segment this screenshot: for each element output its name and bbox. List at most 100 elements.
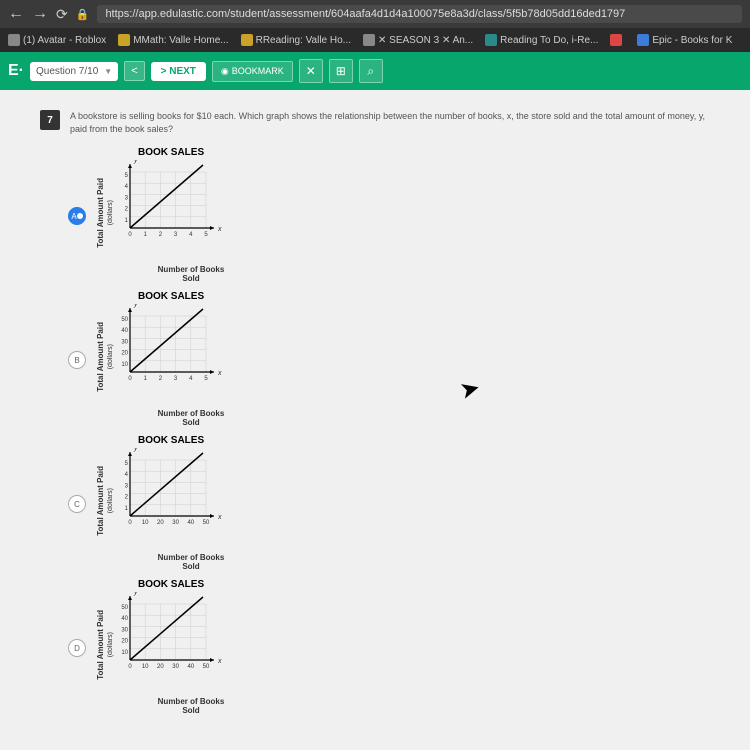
bookmark-item[interactable]: ✕ SEASON 3 ✕ An... (363, 34, 473, 46)
option-radio-d[interactable]: D (68, 639, 86, 657)
y-axis-label: Total Amount Paid (96, 178, 105, 248)
x-axis-sublabel: Sold (134, 562, 248, 571)
y-axis-sublabel: (dollars) (107, 344, 114, 369)
y-axis-label: Total Amount Paid (96, 610, 105, 680)
graph-svg-wrap: 5432101020304050xy (118, 448, 248, 553)
question-label: Question 7/10 (36, 66, 98, 77)
bookmark-label: ✕ SEASON 3 ✕ An... (378, 35, 473, 46)
svg-text:10: 10 (121, 362, 128, 368)
x-axis-sublabel: Sold (134, 418, 248, 427)
bookmark-item[interactable] (610, 34, 625, 46)
app-logo: E· (8, 62, 24, 80)
svg-text:x: x (217, 658, 222, 665)
option-row: BBOOK SALESTotal Amount Paid(dollars)504… (68, 291, 710, 427)
bookmark-favicon-icon (485, 34, 497, 46)
option-radio-b[interactable]: B (68, 351, 86, 369)
svg-text:0: 0 (128, 520, 132, 526)
svg-text:50: 50 (203, 520, 210, 526)
bookmark-label: Epic - Books for K (652, 35, 732, 46)
svg-text:2: 2 (159, 232, 163, 238)
svg-text:20: 20 (157, 520, 164, 526)
svg-text:10: 10 (121, 650, 128, 656)
y-axis-sublabel: (dollars) (107, 200, 114, 225)
bookmark-item[interactable]: MMath: Valle Home... (118, 34, 228, 46)
graph-svg-wrap: 5040302010012345xy (118, 304, 248, 409)
grid-button[interactable]: ⊞ (329, 59, 353, 83)
svg-text:3: 3 (174, 232, 178, 238)
next-button[interactable]: > NEXT (151, 62, 206, 81)
bookmark-button[interactable]: ◉ BOOKMARK (212, 61, 293, 82)
svg-text:20: 20 (121, 351, 128, 357)
graph-area: Total Amount Paid(dollars)54321012345xy (96, 160, 248, 265)
forward-icon[interactable]: → (32, 5, 48, 23)
x-axis-sublabel: Sold (134, 274, 248, 283)
bookmark-label: (1) Avatar - Roblox (23, 35, 106, 46)
svg-text:1: 1 (144, 376, 148, 382)
bookmark-favicon-icon (8, 34, 20, 46)
graph-title: BOOK SALES (138, 579, 248, 590)
svg-text:0: 0 (128, 232, 132, 238)
bookmark-label: Reading To Do, i-Re... (500, 35, 598, 46)
question-row: 7 A bookstore is selling books for $10 e… (40, 110, 710, 135)
graph-svg: 54321012345xy (118, 160, 248, 260)
option-row: C BOOK SALESTotal Amount Paid(dollars)543… (68, 435, 710, 571)
svg-text:10: 10 (142, 664, 149, 670)
url-input[interactable]: https://app.edulastic.com/student/assess… (97, 5, 742, 23)
svg-text:30: 30 (172, 664, 179, 670)
bookmark-favicon-icon (610, 34, 622, 46)
app-header: E· Question 7/10 ▼ < > NEXT ◉ BOOKMARK ✕… (0, 52, 750, 90)
bookmark-item[interactable]: (1) Avatar - Roblox (8, 34, 106, 46)
svg-text:x: x (217, 514, 222, 521)
question-selector[interactable]: Question 7/10 ▼ (30, 62, 118, 81)
svg-text:10: 10 (142, 520, 149, 526)
svg-text:30: 30 (121, 340, 128, 346)
svg-text:y: y (133, 304, 138, 308)
bookmark-item[interactable]: RReading: Valle Ho... (241, 34, 351, 46)
graph-title: BOOK SALES (138, 291, 248, 302)
svg-text:3: 3 (125, 484, 129, 490)
graph-area: Total Amount Paid(dollars)50403020100123… (96, 304, 248, 409)
svg-text:4: 4 (189, 232, 193, 238)
svg-text:3: 3 (125, 196, 129, 202)
prev-button[interactable]: < (124, 61, 144, 81)
svg-text:5: 5 (125, 173, 129, 179)
svg-text:x: x (217, 226, 222, 233)
svg-text:30: 30 (121, 628, 128, 634)
question-text: A bookstore is selling books for $10 eac… (70, 110, 710, 135)
svg-text:4: 4 (189, 376, 193, 382)
chevron-down-icon: ▼ (104, 67, 112, 76)
bookmark-favicon-icon (241, 34, 253, 46)
svg-text:y: y (133, 448, 138, 452)
bookmark-item[interactable]: Epic - Books for K (637, 34, 732, 46)
bookmark-item[interactable]: Reading To Do, i-Re... (485, 34, 598, 46)
graph-svg: 504030201001020304050xy (118, 592, 248, 692)
svg-text:5: 5 (204, 376, 208, 382)
graph-container: BOOK SALESTotal Amount Paid(dollars)5432… (96, 435, 248, 571)
graph-container: BOOK SALESTotal Amount Paid(dollars)5040… (96, 291, 248, 427)
search-button[interactable]: ⌕ (359, 59, 383, 83)
svg-text:5: 5 (204, 232, 208, 238)
svg-text:40: 40 (121, 616, 128, 622)
bookmark-label: RReading: Valle Ho... (256, 35, 351, 46)
question-number: 7 (40, 110, 60, 130)
lock-icon: 🔒 (76, 8, 90, 21)
svg-text:0: 0 (128, 376, 132, 382)
svg-text:0: 0 (128, 664, 132, 670)
option-radio-c[interactable]: C (68, 495, 86, 513)
bookmark-favicon-icon (118, 34, 130, 46)
svg-text:50: 50 (121, 317, 128, 323)
graph-svg-wrap: 504030201001020304050xy (118, 592, 248, 697)
bookmark-label: MMath: Valle Home... (133, 35, 228, 46)
refresh-icon[interactable]: ⟳ (56, 6, 68, 23)
back-icon[interactable]: ← (8, 5, 24, 23)
y-axis-sublabel: (dollars) (107, 632, 114, 657)
bookmarks-bar: (1) Avatar - Roblox MMath: Valle Home... R… (0, 28, 750, 52)
svg-text:1: 1 (125, 506, 129, 512)
close-button[interactable]: ✕ (299, 59, 323, 83)
option-radio-a[interactable]: A (68, 207, 86, 225)
svg-text:1: 1 (125, 218, 129, 224)
x-axis-label: Number of Books (134, 697, 248, 706)
graph-container: BOOK SALESTotal Amount Paid(dollars)5040… (96, 579, 248, 715)
svg-text:40: 40 (121, 328, 128, 334)
graph-title: BOOK SALES (138, 147, 248, 158)
